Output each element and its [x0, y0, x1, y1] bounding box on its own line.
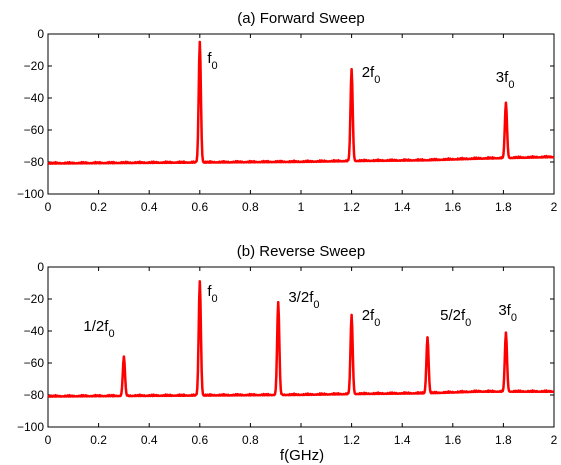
x-tick-label: 1.2	[343, 433, 360, 447]
x-tick-label: 2	[551, 433, 558, 447]
x-tick-label: 0.2	[90, 200, 107, 214]
peak-annotation: 2f0	[362, 307, 381, 329]
peak-annotation: f0	[207, 283, 217, 305]
y-tick-label: −20	[24, 292, 45, 306]
y-tick-label: −100	[17, 420, 44, 434]
peak-annotation: 3/2f0	[288, 289, 319, 311]
peak-point	[198, 280, 201, 283]
x-tick-label: 0	[45, 433, 52, 447]
spectrum-line	[47, 40, 555, 165]
peak-annotation: 3f0	[496, 69, 515, 91]
peak-point	[198, 40, 201, 44]
x-axis-label: f(GHz)	[280, 447, 324, 464]
plot-frame	[47, 33, 555, 195]
forward-sweep-panel: (a) Forward Sweep 0 0.2 0.4 0.6 0.8 1 1.2 1.4 1.6…	[17, 10, 558, 214]
x-tick-label: 1.8	[495, 433, 512, 447]
y-tick-label: −20	[24, 59, 45, 73]
x-tick-label: 1.2	[343, 200, 360, 214]
x-tick-label: 1	[298, 433, 305, 447]
spectrum-line	[47, 280, 555, 398]
y-tick-label: −80	[24, 155, 45, 169]
chart-title: (b) Reverse Sweep	[237, 243, 365, 260]
x-tick-label: 0.4	[141, 200, 158, 214]
peak-point	[277, 301, 280, 304]
x-tick-label: 1.8	[495, 200, 512, 214]
x-tick-label: 1.6	[444, 433, 461, 447]
peak-point	[426, 336, 429, 339]
y-tick-label: −60	[24, 356, 45, 370]
x-tick-label: 0.8	[242, 433, 259, 447]
y-tick-label: 0	[37, 260, 44, 274]
peak-point	[504, 101, 508, 105]
chart-title: (a) Forward Sweep	[237, 10, 365, 27]
x-tick-label: 0.2	[90, 433, 107, 447]
y-tick-label: −80	[24, 388, 45, 402]
peak-point	[350, 313, 353, 317]
x-tick-label: 1.4	[394, 433, 411, 447]
peak-point	[504, 331, 508, 334]
peak-annotation: 5/2f0	[440, 307, 471, 329]
y-tick-label: −40	[24, 91, 45, 105]
y-tick-label: −60	[24, 123, 45, 137]
x-tick-label: 0.6	[191, 200, 208, 214]
x-tick-label: 0	[45, 200, 52, 214]
x-tick-label: 0.6	[191, 433, 208, 447]
peak-annotation: f0	[207, 50, 217, 72]
x-tick-label: 1.4	[394, 200, 411, 214]
peak-annotation: 2f0	[362, 64, 381, 86]
y-tick-label: −100	[17, 187, 44, 201]
peak-annotation: 1/2f0	[83, 318, 114, 340]
reverse-sweep-panel: (b) Reverse Sweep 0 0.2 0.4 0.6 0.8 1 1.2 1.4 1.6…	[17, 243, 558, 447]
x-tick-label: 1	[298, 200, 305, 214]
peak-point	[350, 68, 353, 71]
x-tick-label: 0.4	[141, 433, 158, 447]
y-tick-label: 0	[37, 27, 44, 41]
y-tick-label: −40	[24, 324, 45, 338]
x-tick-label: 2	[551, 200, 558, 214]
x-tick-label: 1.6	[444, 200, 461, 214]
peak-point	[122, 355, 126, 358]
peak-annotation: 3f0	[498, 302, 517, 324]
x-tick-label: 0.8	[242, 200, 259, 214]
